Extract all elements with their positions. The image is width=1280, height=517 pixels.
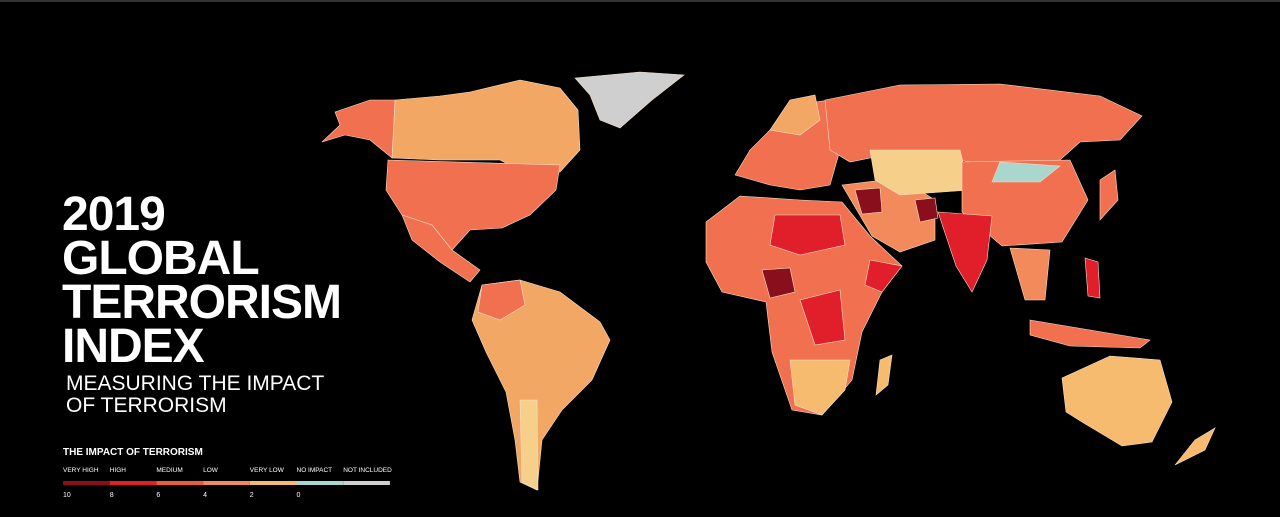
australia [1061, 355, 1173, 447]
greenland [574, 71, 685, 129]
chile [519, 399, 539, 491]
japan [1099, 169, 1119, 221]
legend-scale-label: 0 [297, 492, 301, 499]
somalia [864, 259, 903, 293]
title-block: 2019 GLOBAL TERRORISM INDEX MEASURING TH… [62, 188, 342, 458]
legend-scale-label: 6 [156, 492, 160, 499]
colombia [477, 279, 526, 321]
legend-swatch [203, 481, 250, 485]
top-border [0, 0, 1280, 2]
alaska [321, 99, 396, 159]
title-line: GLOBAL [62, 232, 259, 285]
afghanistan [914, 197, 939, 223]
legend-label: VERY LOW [250, 467, 285, 474]
indonesia [1029, 319, 1151, 349]
legend-title: THE IMPACT OF TERRORISM [63, 447, 203, 458]
canada [391, 79, 581, 177]
central-asia [869, 149, 971, 196]
legend-label: MEDIUM [156, 467, 182, 474]
iraq-syria [854, 187, 883, 215]
legend-swatch [109, 481, 157, 485]
legend-label: VERY HIGH [63, 467, 99, 474]
title-line: TERRORISM [62, 276, 341, 329]
subtitle-line: OF TERRORISM [66, 394, 227, 417]
india [937, 211, 993, 293]
title-line: 2019 [62, 188, 165, 241]
title-line: INDEX [62, 320, 205, 373]
legend-swatch [63, 481, 110, 485]
legend-label: NO IMPACT [297, 467, 333, 474]
legend-label: NOT INCLUDED [343, 467, 392, 474]
legend-scale-label: 10 [63, 492, 71, 499]
usa [385, 159, 561, 251]
legend-swatch [343, 481, 390, 485]
new-zealand [1174, 427, 1216, 466]
central-africa [799, 289, 846, 346]
legend-swatch [249, 481, 297, 485]
mongolia [991, 161, 1061, 183]
legend-swatch [156, 481, 204, 485]
legend-swatch [296, 481, 344, 485]
legend-scale-label: 2 [250, 492, 254, 499]
world-map [321, 71, 1216, 491]
southeast-asia [1009, 247, 1051, 301]
philippines [1084, 257, 1101, 299]
legend-scale-label: 4 [203, 492, 207, 499]
south-america [471, 279, 611, 491]
legend-label: LOW [203, 467, 219, 474]
mexico [401, 214, 481, 283]
legend-scale-label: 8 [110, 492, 114, 499]
southern-africa [789, 359, 851, 416]
madagascar [875, 354, 893, 396]
scandinavia [769, 94, 821, 136]
legend-label: HIGH [110, 467, 127, 474]
nigeria [761, 267, 796, 299]
legend: VERY HIGH HIGH MEDIUM LOW VERY LOW NO IMPACT N… [63, 467, 392, 499]
subtitle-line: MEASURING THE IMPACT [66, 372, 324, 395]
sahel [769, 214, 846, 256]
russia [824, 83, 1143, 167]
